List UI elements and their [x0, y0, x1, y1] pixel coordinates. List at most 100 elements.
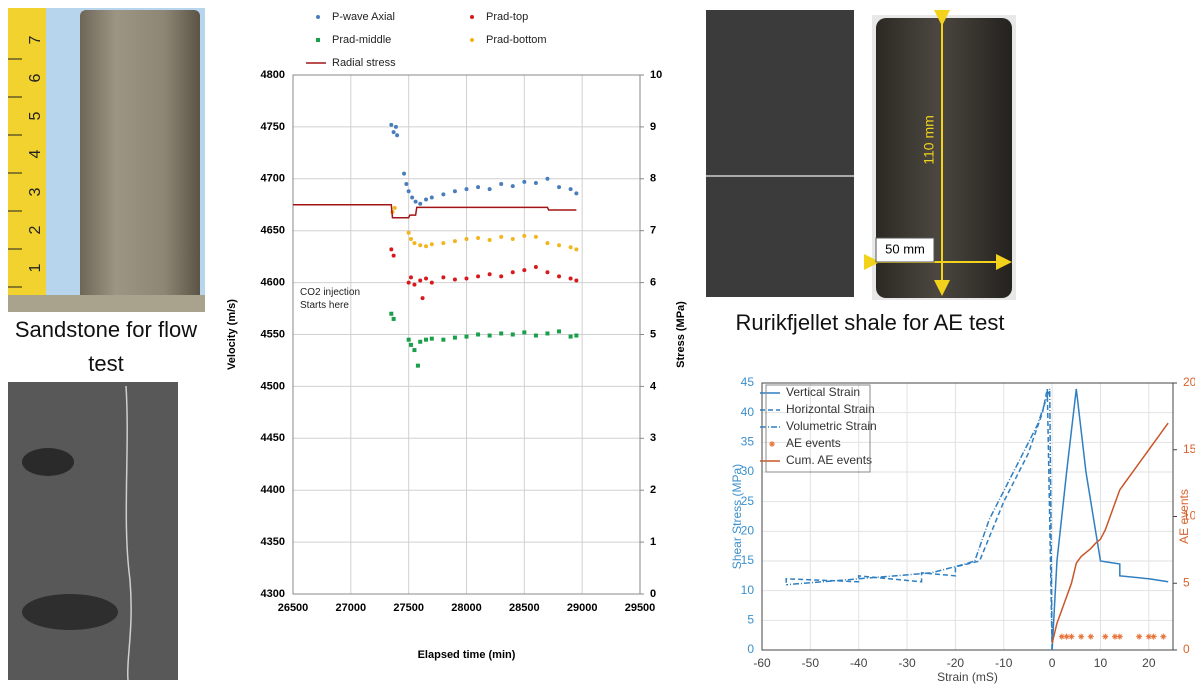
- y2-tick-label: 10: [650, 69, 662, 81]
- point: [394, 125, 398, 129]
- x-axis-label: Strain (mS): [937, 670, 998, 684]
- point: [569, 187, 573, 191]
- x-tick-label: 20: [1142, 656, 1156, 670]
- y-tick-label: 4400: [261, 484, 285, 496]
- y-tick-label: 5: [747, 613, 754, 627]
- ruler-label: 6: [27, 73, 44, 82]
- point: [476, 333, 480, 337]
- width-label: 50 mm: [885, 241, 925, 256]
- x-tick-label: 27500: [393, 602, 424, 614]
- legend-label: Prad-top: [486, 11, 528, 23]
- point: [522, 330, 526, 334]
- point: [389, 123, 393, 127]
- ruler-label: 5: [27, 111, 44, 120]
- shale-ct-image: [706, 10, 854, 297]
- point: [316, 38, 320, 42]
- x-tick-label: -10: [995, 656, 1013, 670]
- y-tick-label: 10: [741, 583, 755, 597]
- x-tick-label: 29000: [567, 602, 598, 614]
- point: [424, 198, 428, 202]
- point: [511, 184, 515, 188]
- shale-photo: 50 mm 110 mm: [872, 15, 1016, 300]
- point: [412, 241, 416, 245]
- y2-tick-label: 4: [650, 380, 657, 392]
- point: [414, 200, 418, 204]
- legend-label: Cum. AE events: [786, 453, 872, 467]
- sandstone-ct-image: [8, 382, 178, 680]
- x-tick-label: 26500: [278, 602, 309, 614]
- y2-tick-label: 8: [650, 173, 656, 185]
- point: [545, 270, 549, 274]
- y2-tick-label: 0: [1183, 642, 1190, 656]
- x-tick-label: 29500: [625, 602, 656, 614]
- chart: -60-50-40-30-20-100102005101520253035404…: [730, 375, 1195, 684]
- caption: Sandstone for flow test: [8, 313, 204, 381]
- point: [534, 265, 538, 269]
- point: [534, 235, 538, 239]
- point: [557, 329, 561, 333]
- point: [430, 281, 434, 285]
- annotation: CO2 injection Starts here: [300, 286, 370, 312]
- y2-tick-label: 2: [650, 484, 656, 496]
- point: [522, 180, 526, 184]
- point: [534, 334, 538, 338]
- point: [476, 185, 480, 189]
- point: [409, 343, 413, 347]
- y2-axis-label: AE events: [1177, 489, 1191, 544]
- x-tick-label: 28000: [451, 602, 482, 614]
- point: [476, 236, 480, 240]
- point: [465, 237, 469, 241]
- y-tick-label: 4800: [261, 69, 285, 81]
- y-tick-label: 4300: [261, 588, 285, 600]
- ruler-label: 3: [27, 187, 44, 196]
- point: [407, 281, 411, 285]
- ruler-label: 1: [27, 263, 44, 272]
- point: [389, 247, 393, 251]
- point: [569, 335, 573, 339]
- point: [441, 275, 445, 279]
- point: [412, 283, 416, 287]
- point: [430, 195, 434, 199]
- point: [511, 270, 515, 274]
- legend-label: AE events: [786, 436, 841, 450]
- point: [416, 364, 420, 368]
- y-tick-label: 4700: [261, 173, 285, 185]
- point: [409, 237, 413, 241]
- point: [453, 336, 457, 340]
- point: [410, 195, 414, 199]
- point: [488, 238, 492, 242]
- point: [404, 182, 408, 186]
- point: [418, 279, 422, 283]
- point: [421, 296, 425, 300]
- point: [430, 242, 434, 246]
- y-tick-label: 4350: [261, 536, 285, 548]
- point: [470, 15, 474, 19]
- legend-label: P-wave Axial: [332, 11, 395, 23]
- point: [557, 243, 561, 247]
- point: [465, 187, 469, 191]
- point: [499, 274, 503, 278]
- point: [534, 181, 538, 185]
- y-axis-label: Velocity (m/s): [226, 299, 238, 370]
- point: [488, 187, 492, 191]
- point: [424, 244, 428, 248]
- point: [441, 241, 445, 245]
- point: [522, 234, 526, 238]
- y-tick-label: 4750: [261, 121, 285, 133]
- point: [499, 235, 503, 239]
- y-tick-label: 4550: [261, 328, 285, 340]
- y-tick-label: 35: [741, 435, 755, 449]
- point: [545, 177, 549, 181]
- point: [574, 247, 578, 251]
- point: [453, 239, 457, 243]
- point: [402, 172, 406, 176]
- y2-tick-label: 9: [650, 121, 656, 133]
- point: [476, 274, 480, 278]
- ruler-label: 4: [27, 149, 44, 158]
- point: [545, 331, 549, 335]
- x-tick-label: -40: [850, 656, 868, 670]
- legend-label: Vertical Strain: [786, 385, 860, 399]
- point: [574, 279, 578, 283]
- y2-tick-label: 1: [650, 536, 656, 548]
